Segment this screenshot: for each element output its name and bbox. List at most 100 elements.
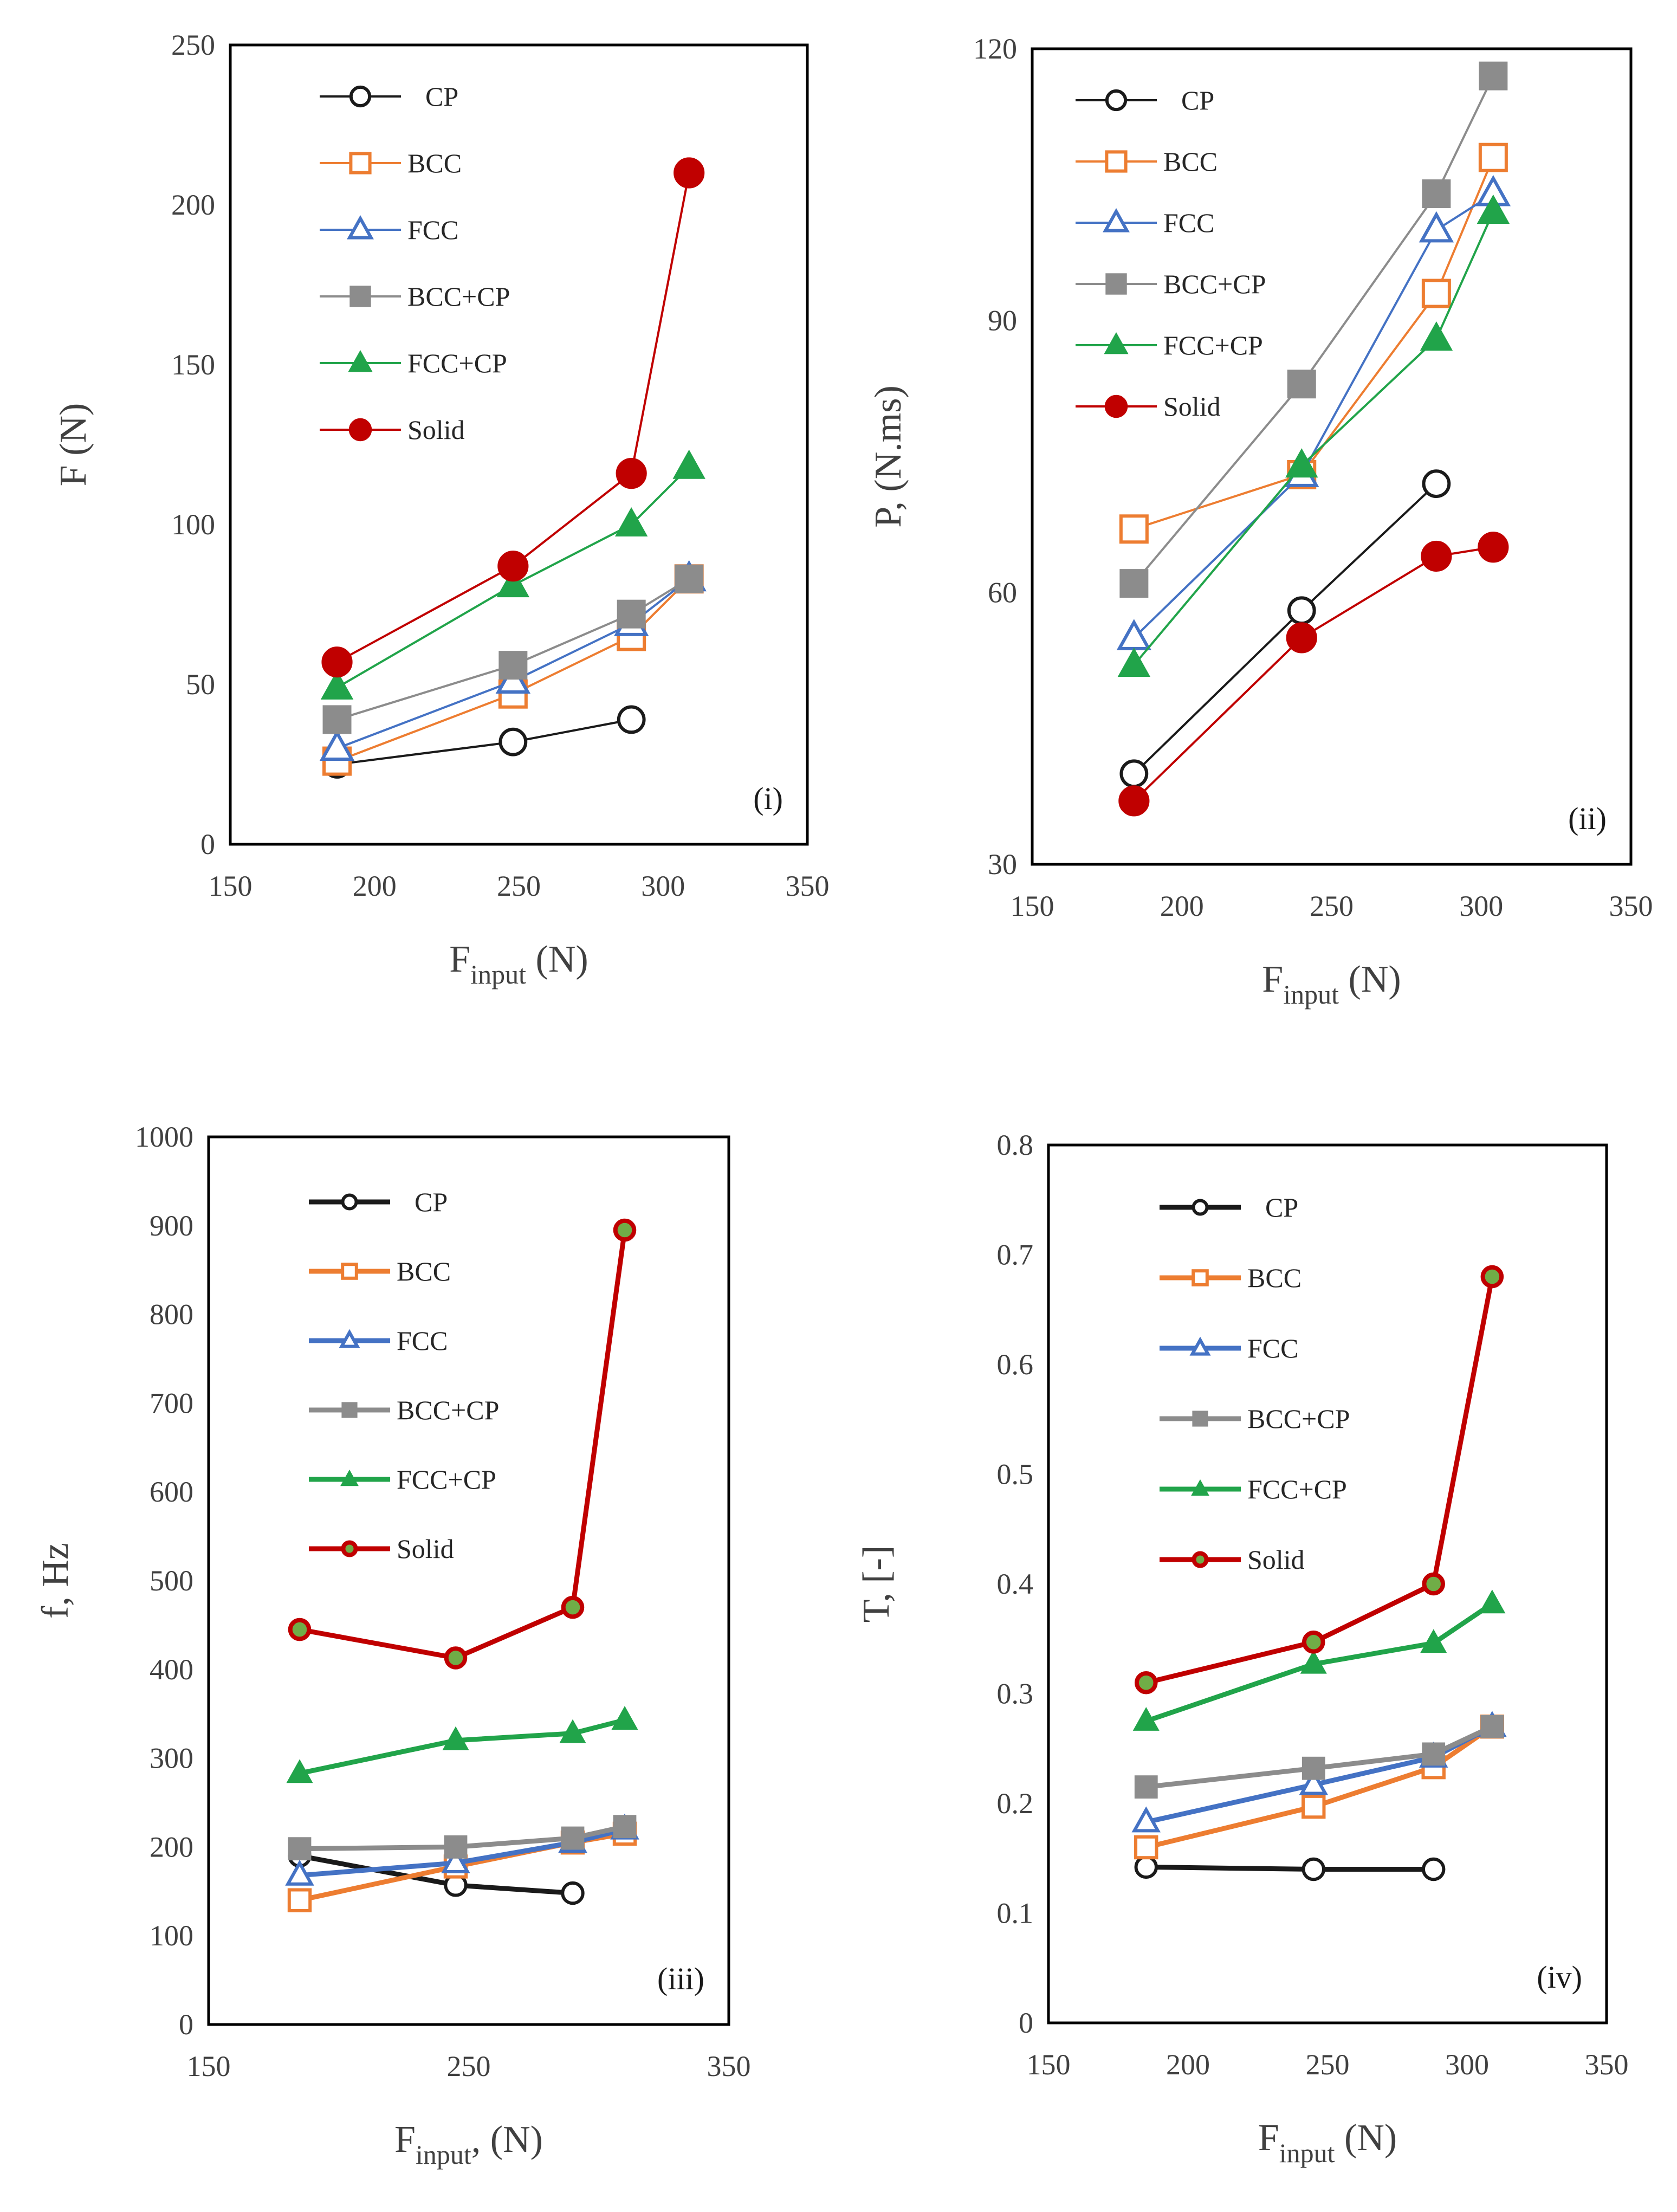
y-tick-label: 250 [171,29,215,61]
x-tick-label: 250 [1310,890,1354,922]
x-tick-label: 250 [1306,2048,1350,2081]
series-line [299,1827,626,1878]
data-point [288,1837,312,1861]
data-point [616,458,647,489]
y-tick-label: 150 [171,348,215,381]
legend-label: CP [425,81,458,112]
data-point [285,1859,314,1886]
series-line [1133,192,1494,639]
x-tick-label: 200 [1160,890,1204,922]
data-point [1480,1265,1504,1289]
data-point [1119,569,1149,598]
legend-item: Solid [309,1534,454,1564]
panel-label: (iv) [1537,1959,1582,1995]
legend-label: FCC [1247,1333,1299,1363]
data-point [1117,648,1151,677]
y-axis-title: f, Hz [35,1543,76,1619]
data-point [559,1719,586,1743]
y-tick-label: 0.6 [997,1348,1034,1381]
data-point [672,449,705,479]
y-axis-title: F (N) [53,403,94,487]
series-line [1145,1724,1494,1850]
data-point [1420,321,1453,351]
legend-label: BCC [1163,146,1218,177]
legend-item: FCC [309,1325,448,1356]
series-solid [321,157,705,678]
series-line [1145,1601,1494,1724]
series-bcc-cp [1134,1715,1504,1799]
legend-label: FCC [407,215,459,245]
legend-marker [347,215,374,240]
legend-item: Solid [320,415,465,445]
data-point [288,1618,312,1641]
plot-frame [207,1135,730,2026]
x-tick-label: 350 [1609,890,1653,922]
legend-label: BCC+CP [1247,1403,1350,1434]
y-axis-title: T, [-] [856,1545,897,1623]
legend-marker [1105,150,1128,173]
legend-item: FCC [320,215,459,245]
legend-marker [341,1540,358,1557]
legend-marker [1105,89,1128,112]
y-tick-label: 0 [1019,2007,1033,2039]
legend-item: BCC [1076,146,1218,177]
legend-marker [349,152,372,174]
data-point [498,727,528,756]
y-tick-label: 700 [150,1387,193,1419]
legend-marker [349,85,372,108]
data-point [617,705,646,734]
data-point [1287,596,1316,625]
legend-marker [1189,1336,1211,1356]
legend-marker [339,1329,360,1348]
data-point [287,1888,312,1912]
y-tick-label: 0 [200,828,215,861]
data-point [1422,179,1451,209]
data-point [613,1218,637,1242]
data-point [1119,514,1149,544]
data-point [1419,211,1454,243]
data-point [1131,1806,1161,1833]
series-line [1133,211,1494,666]
legend-item: BCC+CP [320,281,510,312]
data-point [1478,143,1508,172]
x-tick-label: 350 [1585,2048,1629,2081]
series-line [299,1230,627,1661]
legend-item: BCC [320,148,462,178]
legend-item: FCC+CP [309,1464,496,1495]
legend-label: CP [1181,85,1214,115]
legend-item: Solid [1076,391,1221,422]
x-tick-label: 150 [209,870,252,902]
data-point [617,599,646,629]
data-point [1285,448,1318,478]
series-cp [1134,1855,1446,1881]
series-line [299,1717,626,1776]
series-line [1146,1864,1434,1872]
series-solid [1134,1265,1504,1694]
data-point [1302,1756,1325,1780]
legend-label: FCC+CP [407,348,507,378]
legend-marker [1192,1551,1209,1568]
data-point [1422,469,1451,499]
legend-marker [348,350,373,372]
x-axis-title: Finput (N) [449,939,588,989]
legend: CP BCC FCC BCC+CP FCC+CP Solid [320,81,510,445]
x-axis-title: Finput (N) [1258,2117,1397,2168]
legend-item: BCC [1160,1263,1302,1293]
data-point [498,651,528,680]
data-point [1302,1857,1325,1881]
data-point [561,1595,585,1619]
legend-marker [341,1193,358,1211]
legend-label: Solid [1247,1544,1305,1575]
legend-marker [341,1263,358,1280]
data-point [1134,1835,1158,1860]
y-tick-label: 600 [150,1476,193,1508]
data-point [1302,1794,1326,1819]
data-point [1421,1857,1446,1881]
legend-marker [1192,1269,1209,1286]
data-point [1302,1631,1325,1654]
y-tick-label: 200 [150,1831,193,1863]
data-point [613,1815,637,1839]
legend-label: Solid [397,1534,454,1564]
data-point [1134,1671,1158,1694]
